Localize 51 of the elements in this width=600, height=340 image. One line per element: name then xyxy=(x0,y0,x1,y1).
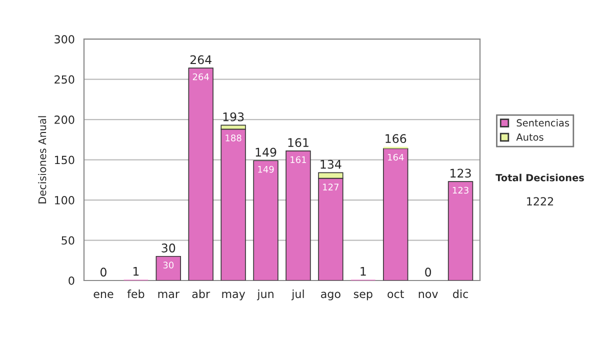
text: 1222 xyxy=(527,197,554,206)
text: Total Decisiones xyxy=(496,174,584,182)
bar xyxy=(156,256,181,280)
x-tick-label: feb xyxy=(127,290,144,298)
total-label: 193 xyxy=(223,112,244,122)
y-tick-label: 0 xyxy=(68,276,74,285)
x-tick-label: jun xyxy=(256,290,274,300)
bar xyxy=(286,150,311,280)
y-tick-label: 250 xyxy=(54,75,74,84)
bar xyxy=(188,68,214,280)
data-label: 127 xyxy=(323,184,339,190)
x-tick-label: nov xyxy=(418,292,438,298)
x-tick-label: ene xyxy=(94,292,114,298)
x-tick-label: ago xyxy=(321,292,340,300)
x-tick-label: dic xyxy=(453,290,468,298)
y-tick-label: 150 xyxy=(54,156,74,164)
data-label: 264 xyxy=(192,73,209,80)
bar xyxy=(383,148,408,280)
x-tick-label: oct xyxy=(388,290,404,298)
data-label: 149 xyxy=(258,166,274,173)
legend-label: Autos xyxy=(516,134,544,141)
x-tick-label: sep xyxy=(354,292,372,300)
total-label: 1 xyxy=(360,267,366,276)
total-label: 166 xyxy=(386,134,406,144)
bar xyxy=(253,160,278,280)
x-tick-label: may xyxy=(222,292,246,300)
total-label: 1 xyxy=(133,267,139,276)
total-label: 0 xyxy=(100,268,106,277)
x-tick-label: jul xyxy=(291,290,304,300)
bar xyxy=(220,128,246,280)
legend-label: Sentencias xyxy=(516,118,570,127)
bar xyxy=(448,181,474,280)
total-label: 134 xyxy=(320,160,342,169)
data-label: 188 xyxy=(226,134,242,142)
total-label: 264 xyxy=(190,55,212,64)
total-label: 30 xyxy=(162,244,176,252)
data-label: 30 xyxy=(163,262,174,268)
y-axis-title: Decisiones Anual xyxy=(38,116,46,204)
data-label: 164 xyxy=(388,154,404,161)
data-label: 161 xyxy=(290,156,306,164)
y-tick-label: 300 xyxy=(54,35,74,44)
total-label: 123 xyxy=(450,168,471,178)
total-label: 0 xyxy=(425,268,432,277)
y-tick-label: 50 xyxy=(62,236,74,245)
y-tick-label: 100 xyxy=(54,196,74,204)
total-label: 161 xyxy=(288,138,308,148)
total-label: 149 xyxy=(256,148,276,157)
x-tick-label: mar xyxy=(158,292,180,298)
x-tick-label: abr xyxy=(192,290,210,298)
y-tick-label: 200 xyxy=(54,116,74,124)
data-label: 123 xyxy=(452,186,468,194)
